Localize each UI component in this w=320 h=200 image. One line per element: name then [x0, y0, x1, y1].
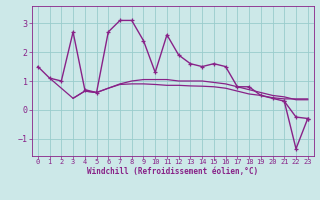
X-axis label: Windchill (Refroidissement éolien,°C): Windchill (Refroidissement éolien,°C) — [87, 167, 258, 176]
